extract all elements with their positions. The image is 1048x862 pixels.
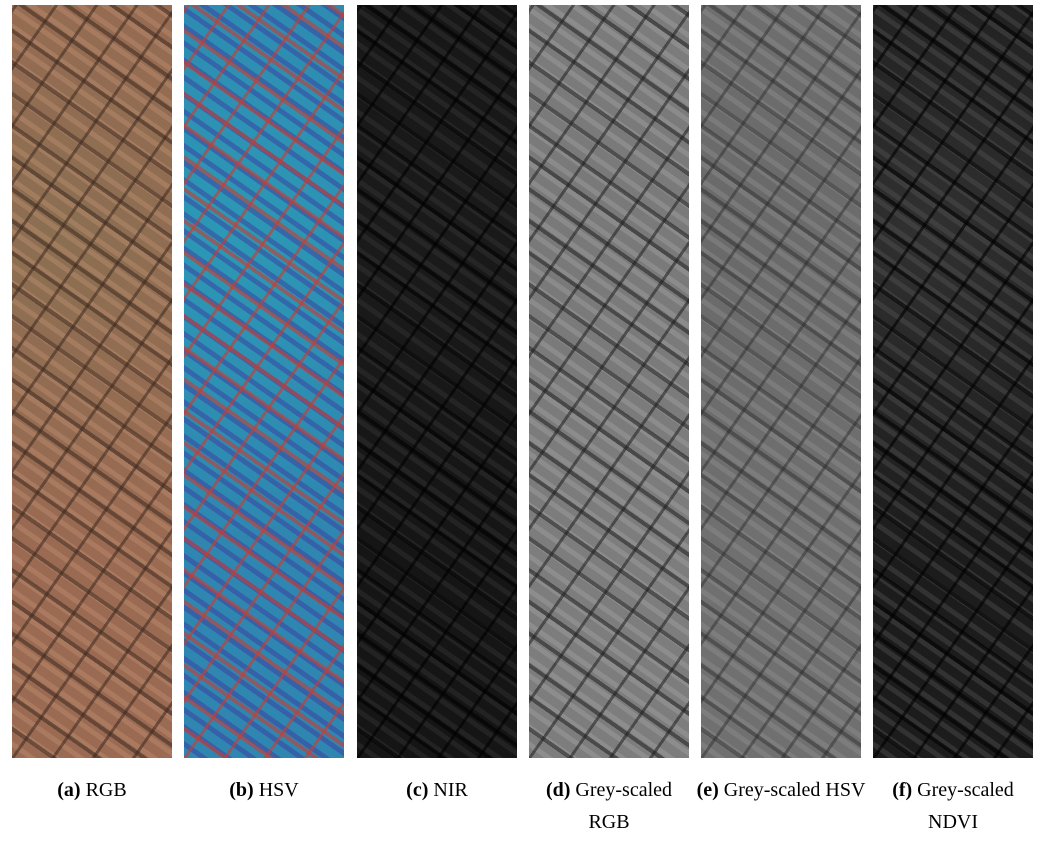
caption-text: HSV (259, 779, 299, 801)
image-panel (701, 5, 861, 758)
caption-text: NIR (433, 779, 467, 801)
caption: (d) Grey-scaled RGB (523, 774, 695, 838)
image-panel (357, 5, 517, 758)
aerial-image (357, 5, 517, 758)
caption: (e) Grey-scaled HSV (695, 774, 867, 806)
caption-text: RGB (86, 779, 127, 801)
image-panel (12, 5, 172, 758)
caption-label: (f) (892, 779, 912, 801)
caption-label: (b) (229, 779, 253, 801)
aerial-image (12, 5, 172, 758)
caption-label: (a) (57, 779, 80, 801)
caption: (f) Grey-scaled NDVI (867, 774, 1039, 838)
image-panel (184, 5, 344, 758)
caption: (c) NIR (351, 774, 523, 806)
caption-text: Grey-scaled RGB (575, 779, 672, 833)
aerial-image (184, 5, 344, 758)
caption-text: Grey-scaled HSV (724, 779, 866, 801)
figure: {"panels": [ {"label": "(a)", "caption":… (0, 0, 1048, 862)
caption-text: Grey-scaled NDVI (917, 779, 1014, 833)
aerial-image (701, 5, 861, 758)
caption-label: (e) (697, 779, 719, 801)
caption: (a) RGB (6, 774, 178, 806)
caption-label: (c) (406, 779, 428, 801)
caption: (b) HSV (178, 774, 350, 806)
aerial-image (873, 5, 1033, 758)
image-panel (873, 5, 1033, 758)
aerial-image (529, 5, 689, 758)
image-panel (529, 5, 689, 758)
caption-label: (d) (546, 779, 570, 801)
